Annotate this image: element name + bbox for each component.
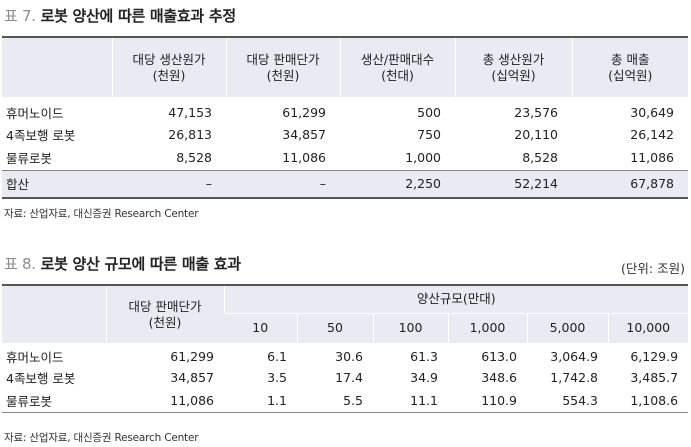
table-row: 4족보행 로봇 34,857 3.5 17.4 34.9 348.6 1,742…: [2, 366, 688, 389]
row-label: 물류로봇: [6, 151, 53, 167]
table8-group-header: 양산규모(만대): [223, 285, 689, 314]
table7-header-cell: 대당 판매단가 (천원): [225, 37, 340, 97]
table-cell: 6.1: [267, 349, 287, 364]
table-total-row: 합산 – – 2,250 52,214 67,878: [2, 169, 688, 199]
table-cell: 750: [417, 126, 441, 142]
table8-subheader-row: 10 50 100 1,000 5,000 10,000: [2, 313, 689, 343]
table-cell: 3.5: [267, 370, 287, 385]
table8-scale-header: 10: [224, 313, 297, 343]
table7-title: 표 7. 로봇 양산에 따른 매출효과 추정: [4, 5, 236, 26]
table8-scale-header: 100: [372, 313, 448, 343]
table-cell: 11,086: [630, 150, 674, 166]
table8-header-row: 대당 판매단가 (천원) 양산규모(만대): [2, 285, 689, 343]
table7-header-cell: 대당 생산원가 (천원): [111, 37, 226, 97]
table8: 대당 판매단가 (천원) 양산규모(만대) 10 50 100 1,000 5,…: [2, 284, 689, 413]
row-label: 합산: [2, 169, 112, 199]
table-cell: 11,086: [106, 389, 224, 413]
table-cell: 61,299: [170, 349, 214, 364]
table-cell: 17.4: [335, 370, 363, 385]
table-cell: 26,142: [630, 126, 674, 142]
table-cell: 8,528: [176, 150, 212, 166]
table-cell: 30.6: [335, 349, 363, 364]
table7: 대당 생산원가 (천원) 대당 판매단가 (천원) 생산/판매대수 (천대) 총…: [2, 36, 688, 199]
table-cell: 554.3: [527, 389, 608, 413]
table-cell: 1.1: [224, 389, 297, 413]
table-cell: 52,214: [455, 169, 572, 199]
table-cell: –: [226, 169, 340, 199]
table7-title-text: 로봇 양산에 따른 매출효과 추정: [40, 7, 237, 25]
table8-title-text: 로봇 양산 규모에 따른 매출 효과: [40, 255, 241, 273]
table-cell: 110.9: [448, 389, 527, 413]
table-row: 휴머노이드 47,153 61,299 500 23,576 30,649: [2, 97, 688, 122]
table-cell: 1,742.8: [550, 370, 598, 385]
table7-label: 표 7.: [4, 7, 36, 25]
table-cell: 5.5: [297, 389, 373, 413]
table-cell: 47,153: [168, 105, 212, 120]
table-cell: 34,857: [282, 126, 326, 142]
row-label: 휴머노이드: [6, 350, 64, 365]
table8-header-cell: 대당 판매단가 (천원): [105, 285, 224, 343]
table-cell: 348.6: [481, 370, 517, 385]
table-cell: 500: [417, 105, 441, 120]
table-cell: 30,649: [630, 105, 674, 120]
table-cell: 1,000: [405, 150, 441, 166]
table-cell: 3,485.7: [630, 370, 679, 385]
table-cell: 1,108.6: [608, 389, 689, 413]
table-cell: 61.3: [410, 349, 438, 364]
table-row: 4족보행 로봇 26,813 34,857 750 20,110 26,142: [2, 122, 688, 146]
table8-scale-header: 50: [296, 313, 373, 343]
table-cell: 613.0: [481, 349, 517, 364]
row-label: 4족보행 로봇: [6, 371, 76, 386]
table-cell: 2,250: [340, 169, 455, 199]
table-cell: 11.1: [373, 389, 448, 413]
table-cell: 8,528: [522, 150, 558, 166]
row-label: 휴머노이드: [6, 106, 64, 121]
table7-header-cell: 총 생산원가 (십억원): [454, 37, 572, 97]
row-label: 물류로봇: [2, 389, 106, 413]
table8-title: 표 8. 로봇 양산 규모에 따른 매출 효과: [4, 253, 241, 274]
table7-header-row: 대당 생산원가 (천원) 대당 판매단가 (천원) 생산/판매대수 (천대) 총…: [2, 37, 688, 97]
table8-unit: (단위: 조원): [621, 261, 685, 276]
row-label: 4족보행 로봇: [6, 127, 76, 143]
table-cell: 34.9: [410, 370, 438, 385]
table-cell: 26,813: [168, 126, 212, 142]
table-cell: 67,878: [572, 169, 688, 199]
table-cell: 61,299: [282, 105, 326, 120]
table-cell: 20,110: [514, 126, 558, 142]
table-cell: –: [112, 169, 226, 199]
table-cell: 11,086: [282, 150, 326, 166]
table-cell: 23,576: [514, 105, 558, 120]
table-cell: 6,129.9: [630, 349, 679, 364]
table-row: 물류로봇 8,528 11,086 1,000 8,528 11,086: [2, 146, 688, 170]
table-cell: 3,064.9: [550, 349, 598, 364]
table8-header-cell: [2, 285, 106, 343]
table8-scale-header: 5,000: [526, 313, 608, 343]
table7-header-cell: 총 매출 (십억원): [571, 37, 688, 97]
table-cell: 34,857: [170, 370, 214, 385]
table8-scale-header: 10,000: [607, 313, 689, 343]
table8-label: 표 8.: [4, 255, 36, 273]
table-row: 물류로봇 11,086 1.1 5.5 11.1 110.9 554.3 1,1…: [2, 389, 689, 413]
table7-header-cell: [2, 37, 112, 97]
table-row: 휴머노이드 61,299 6.1 30.6 61.3 613.0 3,064.9…: [2, 343, 688, 366]
table8-source: 자료: 산업자료, 대신증권 Research Center: [4, 432, 199, 444]
table8-scale-header: 1,000: [447, 313, 527, 343]
table7-header-cell: 생산/판매대수 (천대): [339, 37, 455, 97]
table7-source: 자료: 산업자료, 대신증권 Research Center: [4, 208, 199, 220]
